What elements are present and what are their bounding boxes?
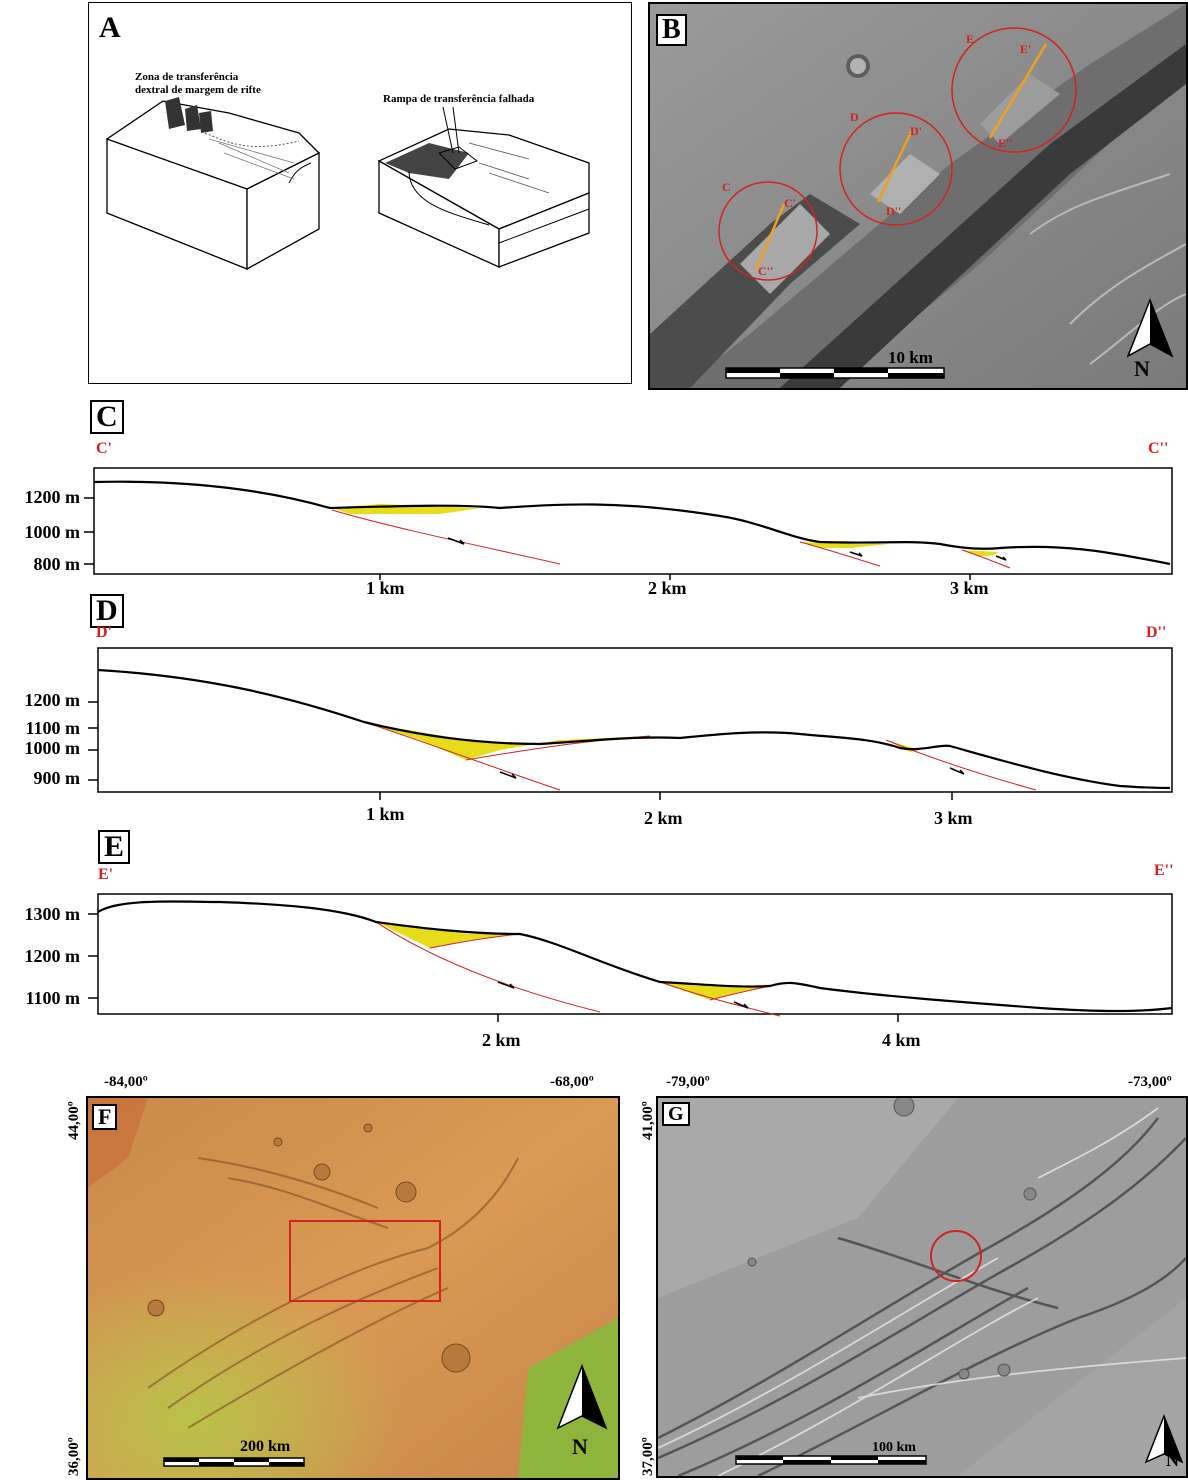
d-elev-1000: 1000 m <box>24 738 81 758</box>
label-E-double-prime: E'' <box>998 136 1013 150</box>
d-elev-1200: 1200 m <box>24 690 81 710</box>
label-E-prime: E' <box>1020 42 1032 56</box>
f-lat-top: 44,00º <box>66 1101 82 1140</box>
e-dist-2: 2 km <box>482 1030 521 1050</box>
satellite-image-b <box>650 4 1186 388</box>
g-lon-right: -73,00º <box>1128 1074 1172 1090</box>
d-elev-900: 900 m <box>33 768 81 788</box>
north-label-b: N <box>1134 356 1150 381</box>
c-dist-3: 3 km <box>950 578 989 598</box>
d-dist-3: 3 km <box>934 808 973 828</box>
scale-label-g: 100 km <box>872 1440 916 1455</box>
d-dist-2: 2 km <box>644 808 683 828</box>
profile-c <box>84 467 1173 580</box>
e-dist-4: 4 km <box>882 1030 921 1050</box>
panel-b-letter: B <box>656 14 687 46</box>
label-C-double-prime: C'' <box>758 264 774 278</box>
c-dist-2: 2 km <box>648 578 687 598</box>
panel-g: G 100 km N <box>656 1096 1188 1478</box>
panel-c-letter: C <box>90 400 124 434</box>
label-E: E <box>966 32 975 46</box>
f-lon-right: -68,00º <box>550 1074 594 1090</box>
label-D-prime: D' <box>910 124 922 138</box>
c-elev-1200: 1200 m <box>24 487 81 507</box>
e-left-end: E' <box>98 866 114 883</box>
e-elev-1200: 1200 m <box>24 946 81 966</box>
label-C-prime: C' <box>784 196 796 210</box>
e-right-end: E'' <box>1154 862 1174 879</box>
label-D: D <box>850 110 859 124</box>
profile-d <box>88 647 1173 800</box>
panel-d-letter: D <box>90 594 124 628</box>
c-elev-1000: 1000 m <box>24 522 81 542</box>
g-lat-top: 41,00º <box>640 1101 656 1140</box>
elevation-map-f <box>88 1098 618 1478</box>
g-lon-left: -79,00º <box>666 1074 710 1090</box>
panel-f-letter: F <box>92 1104 118 1130</box>
d-left-end: D' <box>96 624 112 641</box>
c-dist-1: 1 km <box>366 578 405 598</box>
e-elev-1100: 1100 m <box>25 988 80 1008</box>
d-elev-1100: 1100 m <box>25 718 80 738</box>
panel-e-letter: E <box>98 830 131 864</box>
panel-g-letter: G <box>662 1102 690 1126</box>
label-D-double-prime: D'' <box>886 204 902 218</box>
c-elev-800: 800 m <box>33 554 81 574</box>
c-right-end: C'' <box>1148 440 1169 457</box>
e-elev-1300: 1300 m <box>24 904 81 924</box>
d-dist-1: 1 km <box>366 804 405 824</box>
north-label-f: N <box>572 1434 588 1459</box>
north-label-g: N <box>1166 1450 1179 1470</box>
f-lon-left: -84,00º <box>104 1074 148 1090</box>
f-lat-bottom: 36,00º <box>66 1437 82 1476</box>
profile-e <box>88 893 1173 1022</box>
panel-a-letter: A <box>99 11 121 44</box>
g-lat-bottom: 37,00º <box>640 1437 656 1476</box>
label-dextral-transfer: Zona de transferência dextral de margem … <box>135 71 261 96</box>
block-diagram-left <box>105 97 321 271</box>
satellite-image-g <box>658 1098 1186 1476</box>
c-left-end: C' <box>96 440 112 457</box>
scale-label-f: 200 km <box>240 1438 291 1455</box>
block-diagram-right <box>377 106 590 269</box>
panel-a: A Zona de transferência dextral de marge… <box>88 2 632 384</box>
panel-b: B C C' C'' D D' D'' E E' E'' 10 km N <box>648 2 1188 390</box>
d-right-end: D'' <box>1146 624 1167 641</box>
label-faulted-ramp: Rampa de transferência falhada <box>383 93 535 105</box>
panel-f: F 200 km N <box>86 1096 620 1480</box>
label-C: C <box>722 180 731 194</box>
scale-label-b: 10 km <box>888 348 933 367</box>
